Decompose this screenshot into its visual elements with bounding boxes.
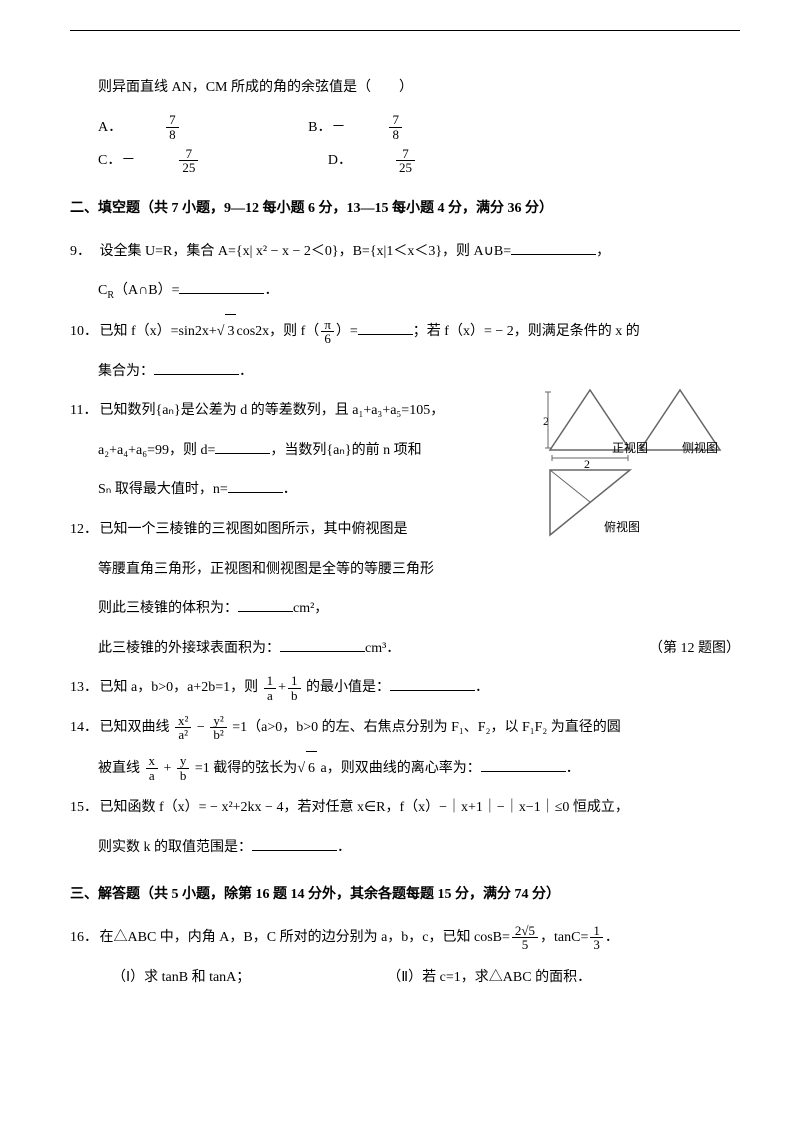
q12-a: 已知一个三棱锥的三视图如图所示，其中俯视图是 <box>100 522 408 537</box>
q11-d: Sₙ 取得最大值时，n= <box>98 482 228 497</box>
q16-line1: 16． 在△ABC 中，内角 A，B，C 所对的边分别为 a，b，c，已知 co… <box>70 921 740 955</box>
q9-line1: 9． 设全集 U=R，集合 A={x| x² − x − 2＜0}，B={x|1… <box>70 235 740 269</box>
q14-f: ． <box>566 761 580 776</box>
q10-line1: 10． 已知 f（x）=sin2x+√3cos2x，则 f（π6）=；若 f（x… <box>70 314 740 349</box>
q10-e: 集合为： <box>98 364 154 379</box>
q12-line3: 则此三棱锥的体积为： cm²， <box>70 592 740 626</box>
q14-e: a，则双曲线的离心率为： <box>317 761 481 776</box>
q12-num: 12． <box>70 513 96 547</box>
q10-f: ． <box>239 364 253 379</box>
q13-c: ． <box>475 680 489 695</box>
q10-a: 已知 f（x）=sin2x+ <box>100 324 217 339</box>
q12-c: 则此三棱锥的体积为： <box>98 601 238 616</box>
q11-blank2 <box>228 478 283 493</box>
q12-line4: 此三棱锥的外接球表面积为： cm³． （第 12 题图） <box>70 632 740 666</box>
q14-c: 被直线 <box>98 761 140 776</box>
q15-a: 已知函数 f（x）= − x²+2kx − 4，若对任意 x∈R，f（x）−｜x… <box>100 800 629 815</box>
q16-part2: （Ⅱ）若 c=1，求△ABC 的面积． <box>387 970 591 985</box>
fig-front-label: 正视图 <box>612 434 648 463</box>
q11-line2: a₂+a₄+a₆=99，则 d= ，当数列{aₙ}的前 n 项和 正视图 侧视图 <box>70 434 740 468</box>
q14-d: =1 截得的弦长为 <box>195 761 297 776</box>
q14-blank <box>481 757 566 772</box>
q9-cr-c: C <box>98 283 107 298</box>
q9-line2: CR（A∩B）= ． <box>70 274 740 308</box>
q15-blank <box>252 836 337 851</box>
q11-e: ． <box>283 482 297 497</box>
q14-minus: − <box>197 720 205 735</box>
q13-a: 已知 a，b>0，a+2b=1，则 <box>100 680 262 695</box>
q15-num: 15． <box>70 791 96 825</box>
q8-optD: D．725 <box>328 144 499 178</box>
top-rule <box>70 30 740 31</box>
q10-b: cos2x，则 f（ <box>236 324 319 339</box>
q12-blank2 <box>280 637 365 652</box>
q8-optB: B．－78 <box>308 111 486 145</box>
q14-line1: 14． 已知双曲线 x²a² − y²b² =1（a>0，b>0 的左、右焦点分… <box>70 711 740 745</box>
fig-side-label: 侧视图 <box>682 434 718 463</box>
q11-b: a₂+a₄+a₆=99，则 d= <box>98 443 215 458</box>
section3-title: 三、解答题（共 5 小题，除第 16 题 14 分外，其余各题每题 15 分，满… <box>70 880 740 911</box>
q15-b: 则实数 k 的取值范围是： <box>98 840 252 855</box>
q12-caption: （第 12 题图） <box>649 632 740 666</box>
q12-d: 此三棱锥的外接球表面积为： <box>98 641 280 656</box>
q10-d: ；若 f（x）= − 2，则满足条件的 x 的 <box>413 324 640 339</box>
q15-line1: 15． 已知函数 f（x）= − x²+2kx − 4，若对任意 x∈R，f（x… <box>70 791 740 825</box>
q9-text-a: 设全集 U=R，集合 A={x| x² − x − 2＜0}，B={x|1＜x＜… <box>100 244 512 259</box>
q8-options: A．78 B．－78 C．－725 D．725 <box>70 111 740 178</box>
q16-a: 在△ABC 中，内角 A，B，C 所对的边分别为 a，b，c，已知 cosB= <box>100 930 510 945</box>
q14-sqrt: 6 <box>306 751 317 786</box>
q13-line: 13． 已知 a，b>0，a+2b=1，则 1a+1b 的最小值是：． <box>70 671 740 705</box>
q14-line2: 被直线 xa + yb =1 截得的弦长为√6 a，则双曲线的离心率为：． <box>70 751 740 786</box>
q13-num: 13． <box>70 671 96 705</box>
svg-text:2: 2 <box>584 457 590 471</box>
q16-num: 16． <box>70 921 96 955</box>
q8-optC: C．－725 <box>98 144 282 178</box>
page: 则异面直线 AN，CM 所成的角的余弦值是（ ） A．78 B．－78 C．－7… <box>0 0 800 1132</box>
q12-line1: 12． 已知一个三棱锥的三视图如图所示，其中俯视图是 俯视图 <box>70 513 740 547</box>
q14-b: =1（a>0，b>0 的左、右焦点分别为 F₁、F₂，以 F₁F₂ 为直径的圆 <box>232 720 621 735</box>
q10-sqrt: 3 <box>225 314 236 349</box>
q9-blank2 <box>179 279 264 294</box>
q16-parts: （Ⅰ）求 tanB 和 tanA； （Ⅱ）若 c=1，求△ABC 的面积． <box>70 961 740 995</box>
q10-c: ）= <box>336 324 358 339</box>
q11-blank1 <box>215 439 270 454</box>
q10-blank2 <box>154 360 239 375</box>
q16-c: ． <box>605 930 619 945</box>
q9-blank1 <box>511 240 596 255</box>
q16-part1: （Ⅰ）求 tanB 和 tanA； <box>112 970 250 985</box>
q9-cr-sub: R <box>107 290 114 301</box>
q9-mid: （A∩B）= <box>114 283 179 298</box>
q12-blank1 <box>238 597 293 612</box>
q11-a: 已知数列{aₙ}是公差为 d 的等差数列，且 a₁+a₃+a₅=105， <box>100 403 445 418</box>
q11-c: ，当数列{aₙ}的前 n 项和 <box>270 443 421 458</box>
q9-num: 9． <box>70 235 96 269</box>
q9-dot: ． <box>264 283 278 298</box>
q12-unit1: cm²， <box>293 601 328 616</box>
q14-plus: + <box>164 761 172 776</box>
q13-blank <box>390 676 475 691</box>
q11-num: 11． <box>70 394 96 428</box>
q9-comma: ， <box>596 244 610 259</box>
q16-b: ，tanC= <box>540 930 588 945</box>
q8-optA: A．78 <box>98 111 263 145</box>
q15-line2: 则实数 k 的取值范围是： ． <box>70 831 740 865</box>
q10-blank1 <box>358 320 413 335</box>
q10-num: 10． <box>70 315 96 349</box>
q14-a: 已知双曲线 <box>100 720 170 735</box>
q15-c: ． <box>337 840 351 855</box>
q12-unit2: cm³． <box>365 641 400 656</box>
q8-stem: 则异面直线 AN，CM 所成的角的余弦值是（ ） <box>70 71 740 105</box>
q14-num: 14． <box>70 711 96 745</box>
q13-b: 的最小值是： <box>303 680 391 695</box>
q13-plus: + <box>278 680 286 695</box>
section2-title: 二、填空题（共 7 小题，9—12 每小题 6 分，13—15 每小题 4 分，… <box>70 194 740 225</box>
fig-top-label: 俯视图 <box>604 513 640 542</box>
